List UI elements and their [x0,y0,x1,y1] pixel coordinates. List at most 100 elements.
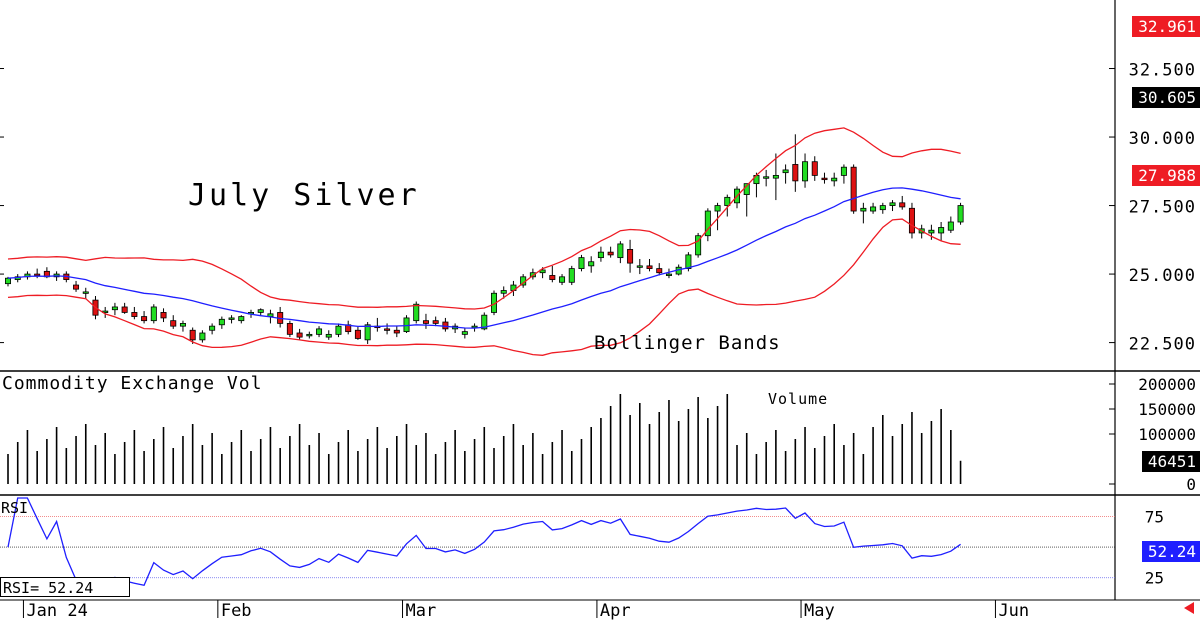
candle-body [549,275,556,280]
volume-panel-title: Commodity Exchange Vol [2,373,263,394]
candle-body [286,323,293,335]
candle-body [908,207,915,234]
candle-body [588,261,595,267]
x-tick-label: Feb [221,601,252,620]
candle-body [772,175,779,179]
candle-body [665,273,672,276]
candle-body [218,318,225,326]
candle-body [121,306,128,313]
candle-body [364,324,371,341]
candle-body [316,328,323,335]
rsi-tick-label: 25 [1145,569,1164,588]
volume-label: Volume [768,390,829,408]
candle-body [578,257,585,269]
rsi-readout: RSI= 52.24 [0,577,130,597]
y-tick-label: 22.500 [1129,335,1196,355]
upper-band-badge: 32.961 [1132,16,1200,37]
candle-body [296,332,303,338]
candle-body [189,329,196,341]
candle-body [306,333,313,337]
candle-body [724,196,731,206]
candle-body [461,331,468,335]
candle-body [34,273,41,276]
candle-body [695,235,702,256]
candle-body [782,169,789,174]
y-tick-label: 32.500 [1129,61,1196,81]
candle-body [714,205,721,212]
candle-body [481,314,488,330]
candle-body [141,316,148,322]
candle-body [403,317,410,333]
candle-body [179,323,186,327]
candle-body [947,221,954,231]
candle-body [335,325,342,335]
candle-body [73,284,80,290]
volume-tick-label: 150000 [1138,400,1196,419]
candle-body [199,332,206,341]
candle-body [5,277,11,285]
candle-body [384,328,391,331]
y-tick-label: 27.500 [1129,198,1196,218]
lower-bollinger-band [7,218,961,356]
x-tick-label: May [804,601,835,620]
candle-body [238,316,245,322]
candle-body [354,329,361,339]
candle-body [393,329,400,334]
candle-body [160,312,167,319]
candle-body [539,269,546,274]
candle-body [870,206,877,212]
y-tick-label: 25.000 [1129,266,1196,286]
candle-body [617,243,624,259]
candle-body [82,291,89,294]
candle-body [957,205,964,223]
bollinger-bands-label: Bollinger Bands [594,332,781,354]
candle-body [831,177,838,182]
candle-body [646,265,653,269]
moving-average-line [7,187,961,329]
candle-body [442,321,449,330]
rsi-panel-title: RSI [1,499,29,517]
candle-body [704,210,711,237]
candle-body [802,161,809,182]
candle-body [763,176,770,179]
rsi-line [7,497,961,591]
last-volume-badge: 46451 [1141,451,1200,472]
candle-body [413,303,420,322]
candle-body [656,268,663,274]
x-tick-label: Apr [600,601,631,620]
candle-body [568,268,575,283]
candle-body [559,276,566,283]
upper-bollinger-band [7,127,961,310]
candle-body [860,207,867,212]
candle-body [811,161,818,176]
candle-body [792,164,799,182]
candle-body [928,229,935,234]
x-tick-label: Mar [406,601,437,620]
candle-body [422,320,429,324]
back-arrow-icon[interactable] [1184,602,1194,614]
candle-body [500,290,507,294]
candle-body [685,254,692,269]
candle-body [899,202,906,208]
last-price-badge: 30.605 [1132,87,1200,108]
candle-body [432,320,439,324]
candle-body [170,320,177,327]
candle-body [111,306,118,311]
candle-body [597,251,604,259]
candle-body [850,166,857,212]
candle-body [627,249,634,264]
volume-tick-label: 0 [1186,475,1196,494]
lower-band-badge: 27.988 [1132,165,1200,186]
candle-body [325,333,332,338]
x-tick-label: Jan 24 [26,601,87,620]
candle-body [840,166,847,176]
candle-body [938,227,945,234]
y-tick-label: 30.000 [1129,129,1196,149]
candle-body [228,317,235,320]
candle-body [131,312,138,317]
chart-title: July Silver [188,178,420,213]
candle-body [607,251,614,256]
candle-body [821,177,828,181]
volume-tick-label: 100000 [1138,425,1196,444]
